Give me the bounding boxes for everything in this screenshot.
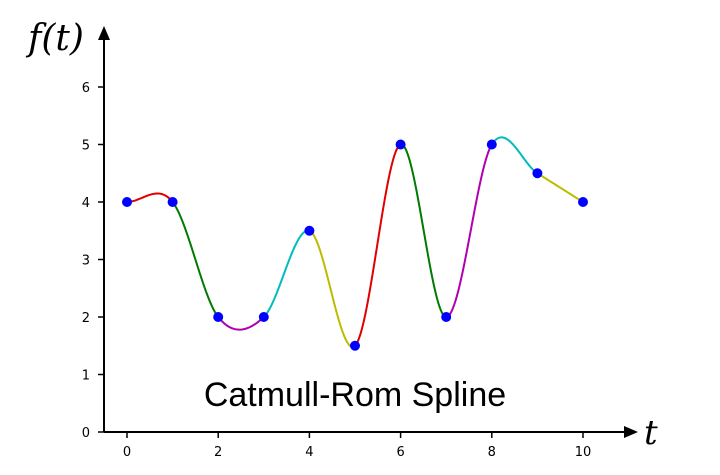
control-point: [304, 225, 315, 236]
spline-segment: [171, 201, 220, 318]
y-tick-label: 6: [82, 81, 90, 96]
control-point: [532, 168, 543, 179]
control-point: [213, 312, 224, 322]
chart-title: Catmull-Rom Spline: [204, 376, 506, 414]
y-tick-label: 2: [82, 311, 90, 326]
x-axis-arrow: [624, 426, 638, 438]
control-point: [395, 139, 406, 150]
y-tick-label: 0: [82, 426, 90, 441]
control-point: [578, 197, 588, 207]
control-point: [441, 312, 452, 322]
control-point: [122, 197, 132, 207]
spline-segment: [536, 172, 584, 203]
control-point: [167, 197, 178, 207]
y-tick-label: 1: [82, 369, 90, 384]
control-points: [122, 139, 588, 351]
x-tick-label: 0: [123, 445, 131, 460]
axes: t f(t): [25, 18, 658, 453]
spline-segment: [126, 192, 174, 203]
x-tick-label: 6: [396, 445, 404, 460]
x-tick-label: 10: [575, 445, 592, 460]
control-point: [258, 312, 269, 322]
spline-segment: [445, 144, 493, 318]
control-point: [350, 340, 360, 351]
spline-segment: [263, 229, 310, 318]
spline-curve: [126, 136, 584, 348]
spline-segment: [217, 316, 265, 331]
y-tick-label: 5: [82, 139, 90, 154]
y-tick-label: 4: [82, 196, 90, 211]
spline-segment: [490, 136, 538, 175]
y-axis-arrow: [98, 26, 110, 40]
spline-segment: [308, 229, 356, 348]
x-tick-label: 8: [488, 445, 496, 460]
control-point: [486, 139, 497, 150]
x-tick-label: 4: [305, 445, 313, 460]
y-axis-label: f(t): [25, 18, 84, 59]
x-tick-label: 2: [214, 445, 222, 460]
y-tick-label: 3: [82, 254, 90, 269]
spline-segment: [354, 143, 402, 347]
x-axis-label: t: [644, 413, 658, 453]
ticks: 0 2 4 6 8 10 0 1 2 3 4 5 6: [82, 81, 592, 460]
spline-segment: [400, 143, 447, 318]
